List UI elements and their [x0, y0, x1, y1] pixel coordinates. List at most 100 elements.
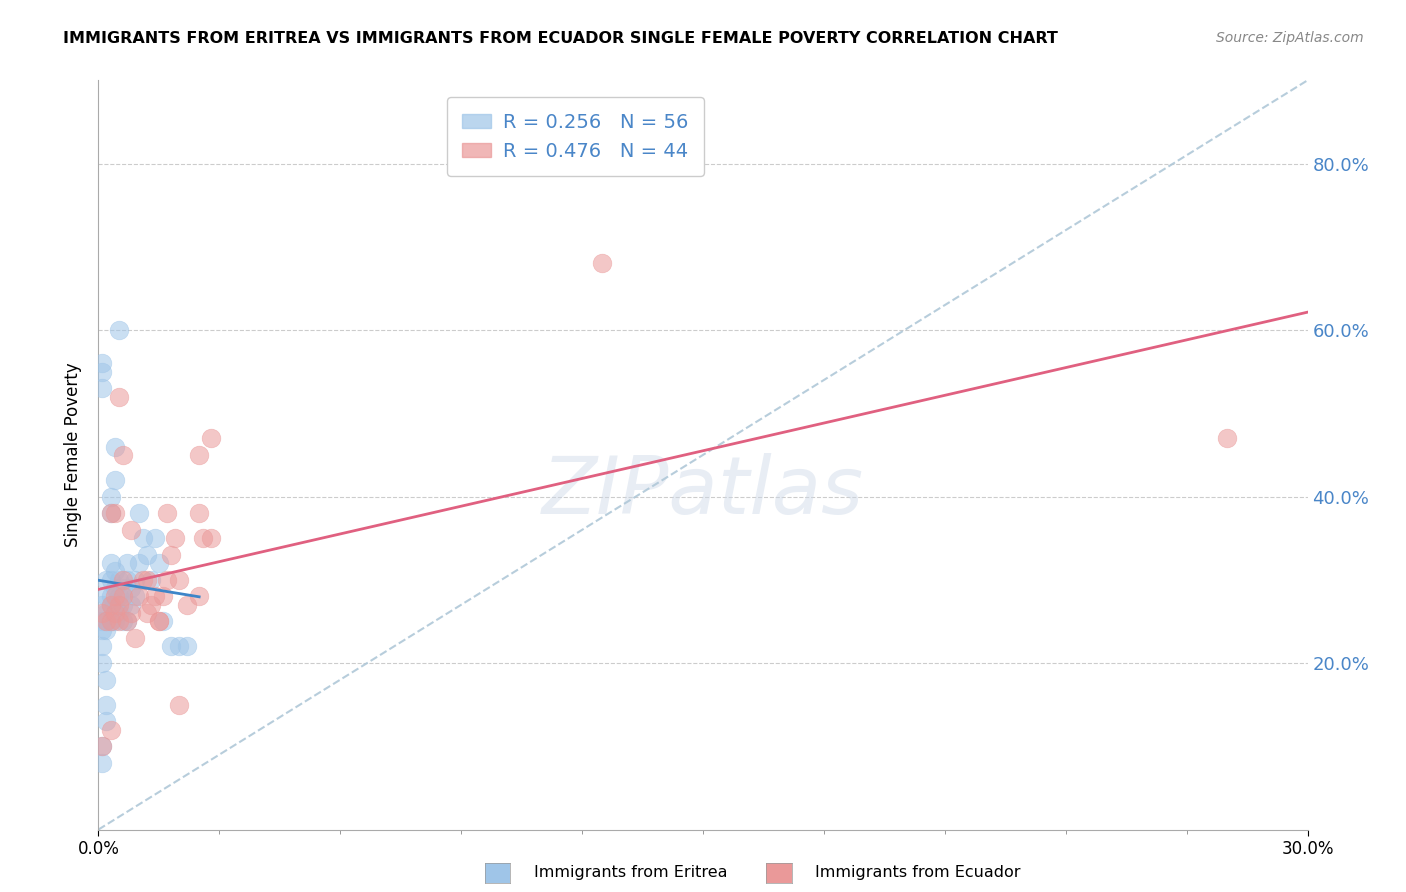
Point	[91, 606, 114, 620]
Point	[120, 598, 142, 612]
Point	[176, 598, 198, 612]
Point	[111, 573, 134, 587]
Point	[160, 548, 183, 562]
Point	[160, 640, 183, 654]
Point	[107, 590, 129, 604]
Point	[111, 615, 134, 629]
Point	[103, 440, 125, 454]
Point	[135, 573, 157, 587]
Point	[91, 615, 114, 629]
Point	[132, 531, 155, 545]
Point	[152, 590, 174, 604]
Point	[107, 573, 129, 587]
Point	[96, 573, 118, 587]
Point	[111, 581, 134, 595]
Point	[200, 531, 222, 545]
Point	[148, 556, 170, 570]
Point	[148, 615, 170, 629]
Point	[107, 323, 129, 337]
Point	[124, 573, 146, 587]
Point	[193, 531, 215, 545]
Point	[128, 556, 150, 570]
Point	[103, 598, 125, 612]
Point	[111, 598, 134, 612]
Point	[135, 606, 157, 620]
Point	[100, 598, 122, 612]
Point	[96, 606, 118, 620]
Point	[115, 615, 138, 629]
Point	[100, 506, 122, 520]
Point	[100, 598, 122, 612]
Point	[120, 523, 142, 537]
Point	[188, 506, 211, 520]
Point	[152, 615, 174, 629]
Point	[139, 598, 162, 612]
Text: IMMIGRANTS FROM ERITREA VS IMMIGRANTS FROM ECUADOR SINGLE FEMALE POVERTY CORRELA: IMMIGRANTS FROM ERITREA VS IMMIGRANTS FR…	[63, 31, 1059, 46]
Point	[91, 756, 114, 770]
Point	[176, 640, 198, 654]
Point	[124, 631, 146, 645]
Point	[128, 506, 150, 520]
Point	[107, 615, 129, 629]
Point	[96, 615, 118, 629]
Point	[115, 615, 138, 629]
Point	[91, 623, 114, 637]
Text: ZIPatlas: ZIPatlas	[541, 453, 865, 532]
Point	[143, 590, 166, 604]
Point	[91, 365, 114, 379]
Point	[96, 623, 118, 637]
Point	[107, 390, 129, 404]
Point	[167, 573, 190, 587]
Point	[148, 615, 170, 629]
Point	[96, 714, 118, 729]
Text: Immigrants from Eritrea: Immigrants from Eritrea	[534, 865, 728, 880]
Point	[91, 640, 114, 654]
Point	[91, 656, 114, 670]
Point	[96, 673, 118, 687]
Point	[103, 473, 125, 487]
Point	[91, 739, 114, 754]
Point	[139, 573, 162, 587]
Point	[188, 448, 211, 462]
Point	[103, 506, 125, 520]
Point	[100, 506, 122, 520]
Point	[132, 573, 155, 587]
Point	[103, 590, 125, 604]
Point	[120, 581, 142, 595]
Point	[91, 739, 114, 754]
Point	[100, 615, 122, 629]
Point	[111, 590, 134, 604]
Point	[135, 548, 157, 562]
Point	[103, 565, 125, 579]
Point	[100, 723, 122, 737]
Point	[156, 573, 179, 587]
Point	[188, 590, 211, 604]
Point	[167, 640, 190, 654]
Point	[128, 590, 150, 604]
Point	[107, 598, 129, 612]
Point	[1216, 431, 1239, 445]
Point	[200, 431, 222, 445]
Point	[103, 615, 125, 629]
Point	[163, 531, 186, 545]
Point	[115, 556, 138, 570]
Point	[100, 490, 122, 504]
Point	[167, 698, 190, 712]
Point	[143, 531, 166, 545]
Point	[96, 698, 118, 712]
Y-axis label: Single Female Poverty: Single Female Poverty	[65, 363, 83, 547]
Point	[156, 506, 179, 520]
Point	[124, 590, 146, 604]
Point	[96, 590, 118, 604]
Point	[96, 615, 118, 629]
Text: Immigrants from Ecuador: Immigrants from Ecuador	[815, 865, 1021, 880]
Point	[100, 573, 122, 587]
Point	[91, 598, 114, 612]
Point	[91, 381, 114, 395]
Point	[100, 615, 122, 629]
Point	[91, 356, 114, 370]
Point	[591, 256, 613, 270]
Text: Source: ZipAtlas.com: Source: ZipAtlas.com	[1216, 31, 1364, 45]
Point	[115, 573, 138, 587]
Point	[111, 448, 134, 462]
